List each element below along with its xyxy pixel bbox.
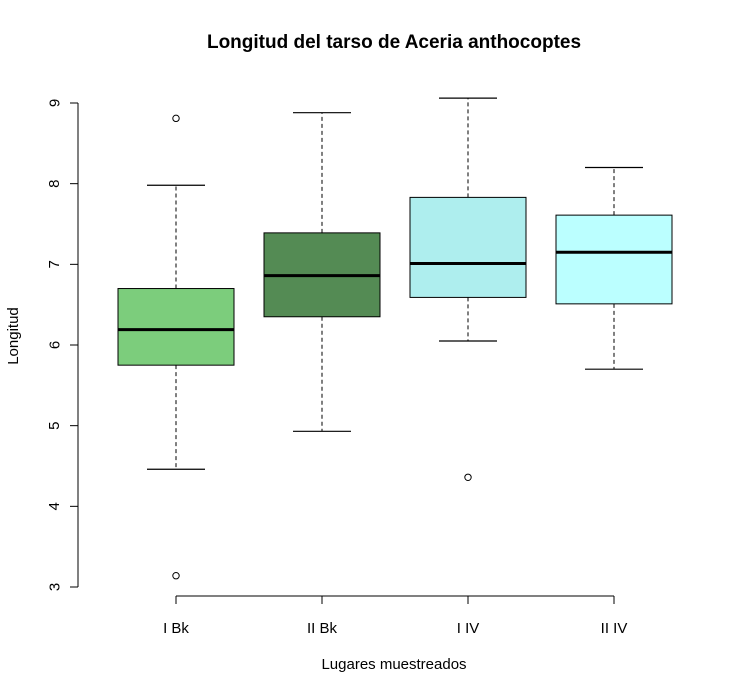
outlier-point — [464, 473, 472, 481]
y-tick-label: 3 — [46, 583, 63, 591]
box-iqr — [409, 196, 527, 298]
y-tick-label: 6 — [46, 341, 63, 349]
box-group — [117, 114, 235, 580]
x-axis: I Bk II Bk I IV II IV — [163, 595, 628, 637]
y-tick-label: 5 — [46, 421, 63, 429]
box-group — [409, 97, 527, 481]
outlier-point — [172, 572, 180, 580]
boxes-layer — [117, 97, 673, 580]
y-tick-label: 9 — [46, 99, 63, 107]
y-tick-label: 8 — [46, 179, 63, 187]
y-tick-label: 4 — [46, 502, 63, 510]
box-group — [555, 166, 673, 370]
chart-title: Longitud del tarso de Aceria anthocoptes — [207, 32, 581, 53]
box-group — [263, 112, 381, 432]
x-tick-label: I IV — [457, 620, 480, 637]
box-iqr — [555, 214, 673, 305]
x-tick-label: II Bk — [307, 620, 338, 637]
y-axis-label: Longitud — [5, 307, 22, 365]
x-axis-label: Lugares muestreados — [321, 656, 466, 673]
x-tick-label: II IV — [601, 620, 628, 637]
box-iqr — [117, 288, 235, 366]
y-axis: 3 4 5 6 7 8 9 — [46, 99, 79, 591]
x-tick-label: I Bk — [163, 620, 189, 637]
outlier-point — [172, 114, 180, 123]
y-tick-label: 7 — [46, 260, 63, 268]
